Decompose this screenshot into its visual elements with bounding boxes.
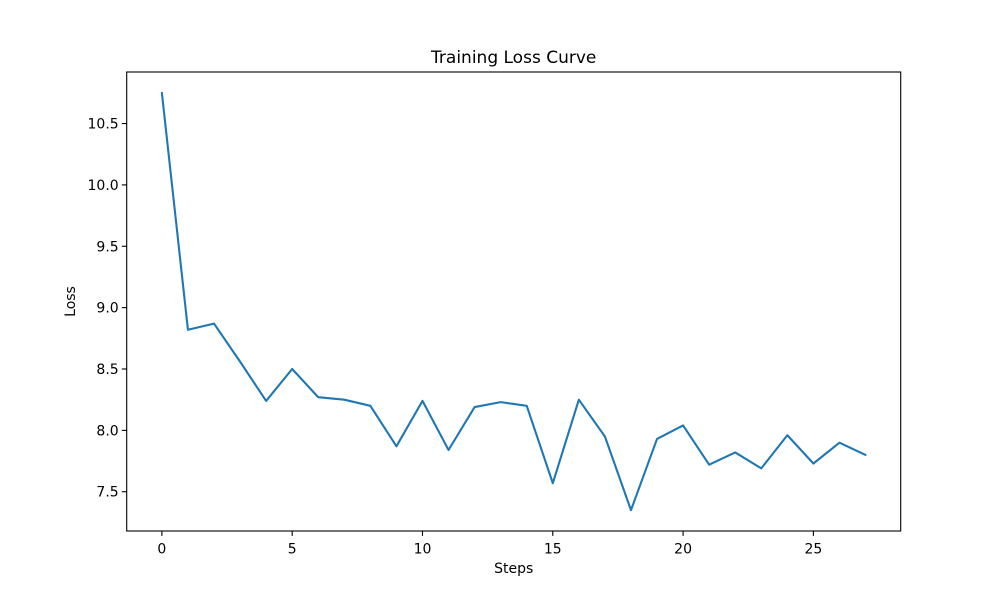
x-axis-label: Steps: [494, 561, 533, 577]
y-tick-label: 9.5: [96, 239, 118, 255]
x-tick-label: 25: [804, 542, 822, 558]
loss-line-series: [160, 91, 867, 512]
x-axis-ticks: 0 5 10 15 20 25: [157, 531, 822, 558]
x-tick-label: 15: [544, 542, 562, 558]
y-axis-ticks: 7.5 8.0 8.5 9.0 9.5 10.0 10.5: [88, 117, 127, 501]
y-tick-label: 8.5: [96, 362, 118, 378]
x-tick-label: 5: [288, 542, 297, 558]
y-tick-label: 8.0: [96, 423, 118, 439]
y-tick-label: 9.0: [96, 301, 118, 317]
chart-title: Training Loss Curve: [430, 48, 596, 68]
plot-area: [126, 71, 902, 532]
x-tick-label: 20: [674, 542, 692, 558]
y-tick-label: 7.5: [96, 485, 118, 501]
x-tick-label: 0: [157, 542, 166, 558]
y-tick-label: 10.0: [88, 178, 119, 194]
y-axis-label: Loss: [63, 286, 79, 317]
y-tick-label: 10.5: [88, 117, 119, 133]
x-tick-label: 10: [414, 542, 432, 558]
